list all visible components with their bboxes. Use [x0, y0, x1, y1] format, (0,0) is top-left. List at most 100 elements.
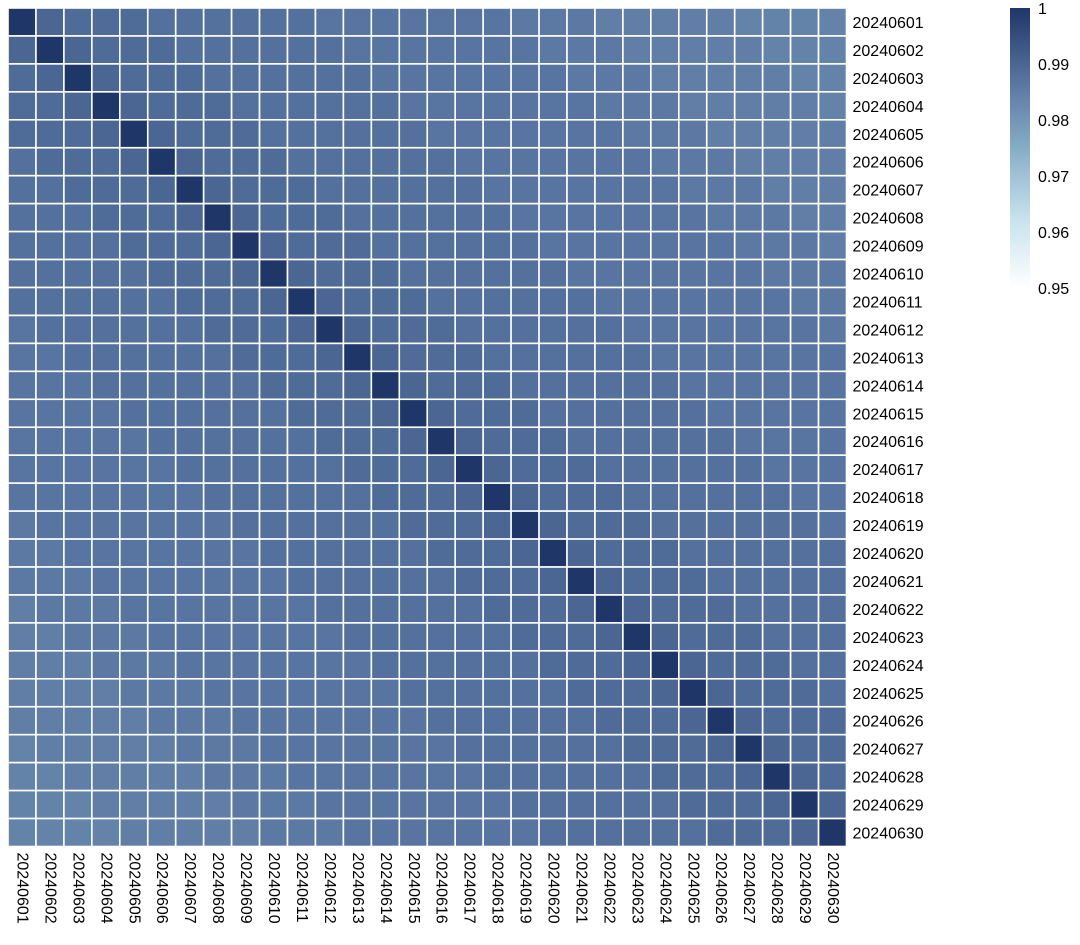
- heatmap-cell: [258, 91, 289, 121]
- heatmap-cell: [35, 342, 65, 373]
- heatmap-cell: [705, 342, 736, 373]
- heatmap-cells: [7, 7, 848, 848]
- heatmap-cell: [677, 370, 708, 401]
- heatmap-cell: [482, 63, 512, 93]
- row-label: 20240620: [853, 546, 924, 563]
- heatmap-cell: [174, 398, 205, 429]
- heatmap-cell: [789, 789, 820, 820]
- heatmap-cell: [370, 566, 401, 596]
- heatmap-cell: [482, 258, 512, 289]
- heatmap-cell: [286, 7, 317, 37]
- colorbar-tick-label: 0.96: [1038, 225, 1069, 242]
- heatmap-cell: [622, 677, 652, 708]
- heatmap-cell: [622, 733, 652, 764]
- heatmap-cell: [314, 91, 345, 121]
- heatmap-cell: [398, 454, 429, 484]
- heatmap-cell: [174, 566, 205, 596]
- heatmap-cell: [482, 761, 512, 792]
- heatmap-cell: [63, 230, 93, 261]
- row-label: 20240610: [853, 267, 924, 284]
- heatmap-cell: [677, 594, 708, 624]
- heatmap-cell: [650, 482, 680, 512]
- heatmap-cell: [677, 705, 708, 736]
- heatmap-cell: [622, 566, 652, 596]
- heatmap-cell: [7, 63, 37, 93]
- heatmap-cell: [510, 342, 540, 373]
- heatmap-cell: [510, 538, 540, 568]
- heatmap-cell: [91, 510, 121, 540]
- heatmap-cell: [258, 705, 289, 736]
- row-label: 20240606: [853, 155, 924, 172]
- heatmap-cell: [566, 677, 596, 708]
- heatmap-cell: [258, 174, 289, 205]
- heatmap-cell: [146, 286, 177, 317]
- heatmap-cell: [454, 566, 484, 596]
- heatmap-cell: [286, 677, 317, 708]
- heatmap-cell: [342, 146, 373, 177]
- heatmap-cell: [761, 146, 792, 177]
- heatmap-cell: [174, 174, 205, 205]
- heatmap-cell: [677, 119, 708, 149]
- heatmap-cell: [230, 398, 261, 429]
- heatmap-cell: [91, 342, 121, 373]
- heatmap-cell: [314, 202, 345, 233]
- heatmap-cell: [342, 91, 373, 121]
- heatmap-cell: [342, 398, 373, 429]
- heatmap-cell: [594, 342, 624, 373]
- heatmap-cell: [91, 426, 121, 457]
- heatmap-cell: [230, 650, 261, 680]
- heatmap-cell: [314, 63, 345, 93]
- heatmap-cell: [761, 426, 792, 457]
- heatmap-cell: [566, 63, 596, 93]
- heatmap-cell: [622, 314, 652, 345]
- heatmap-cell: [650, 454, 680, 484]
- heatmap-cell: [594, 510, 624, 540]
- heatmap-cell: [63, 63, 93, 93]
- heatmap-cell: [817, 174, 848, 205]
- heatmap-cell: [146, 258, 177, 289]
- heatmap-cell: [622, 7, 652, 37]
- heatmap-cell: [174, 677, 205, 708]
- heatmap-cell: [230, 538, 261, 568]
- column-label: 20240601: [13, 853, 30, 924]
- heatmap-cell: [398, 7, 429, 37]
- heatmap-cell: [258, 510, 289, 540]
- heatmap-cell: [370, 7, 401, 37]
- row-label: 20240616: [853, 434, 924, 451]
- heatmap-cell: [677, 230, 708, 261]
- heatmap-cell: [63, 650, 93, 680]
- heatmap-cell: [91, 566, 121, 596]
- heatmap-cell: [817, 594, 848, 624]
- heatmap-cell: [817, 314, 848, 345]
- heatmap-cell: [342, 817, 373, 848]
- colorbar-tick-label: 1: [1038, 1, 1047, 18]
- heatmap-cell: [650, 426, 680, 457]
- heatmap-cell: [7, 817, 37, 848]
- heatmap-cell: [398, 202, 429, 233]
- heatmap-cell: [146, 230, 177, 261]
- heatmap-cell: [91, 650, 121, 680]
- heatmap-cell: [594, 733, 624, 764]
- heatmap-cell: [91, 761, 121, 792]
- heatmap-cell: [789, 482, 820, 512]
- heatmap-cell: [566, 482, 596, 512]
- heatmap-cell: [482, 370, 512, 401]
- heatmap-cell: [482, 146, 512, 177]
- heatmap-cell: [35, 789, 65, 820]
- heatmap-cell: [230, 761, 261, 792]
- heatmap-cell: [230, 817, 261, 848]
- heatmap-cell: [426, 705, 457, 736]
- heatmap-cell: [761, 35, 792, 65]
- heatmap-cell: [594, 398, 624, 429]
- heatmap-cell: [650, 817, 680, 848]
- column-label: 20240618: [489, 853, 506, 924]
- heatmap-cell: [650, 789, 680, 820]
- heatmap-cell: [398, 342, 429, 373]
- heatmap-cell: [761, 230, 792, 261]
- heatmap-cell: [482, 454, 512, 484]
- heatmap-cell: [7, 566, 37, 596]
- heatmap-cell: [398, 146, 429, 177]
- heatmap-cell: [566, 342, 596, 373]
- heatmap-cell: [594, 146, 624, 177]
- heatmap-cell: [258, 370, 289, 401]
